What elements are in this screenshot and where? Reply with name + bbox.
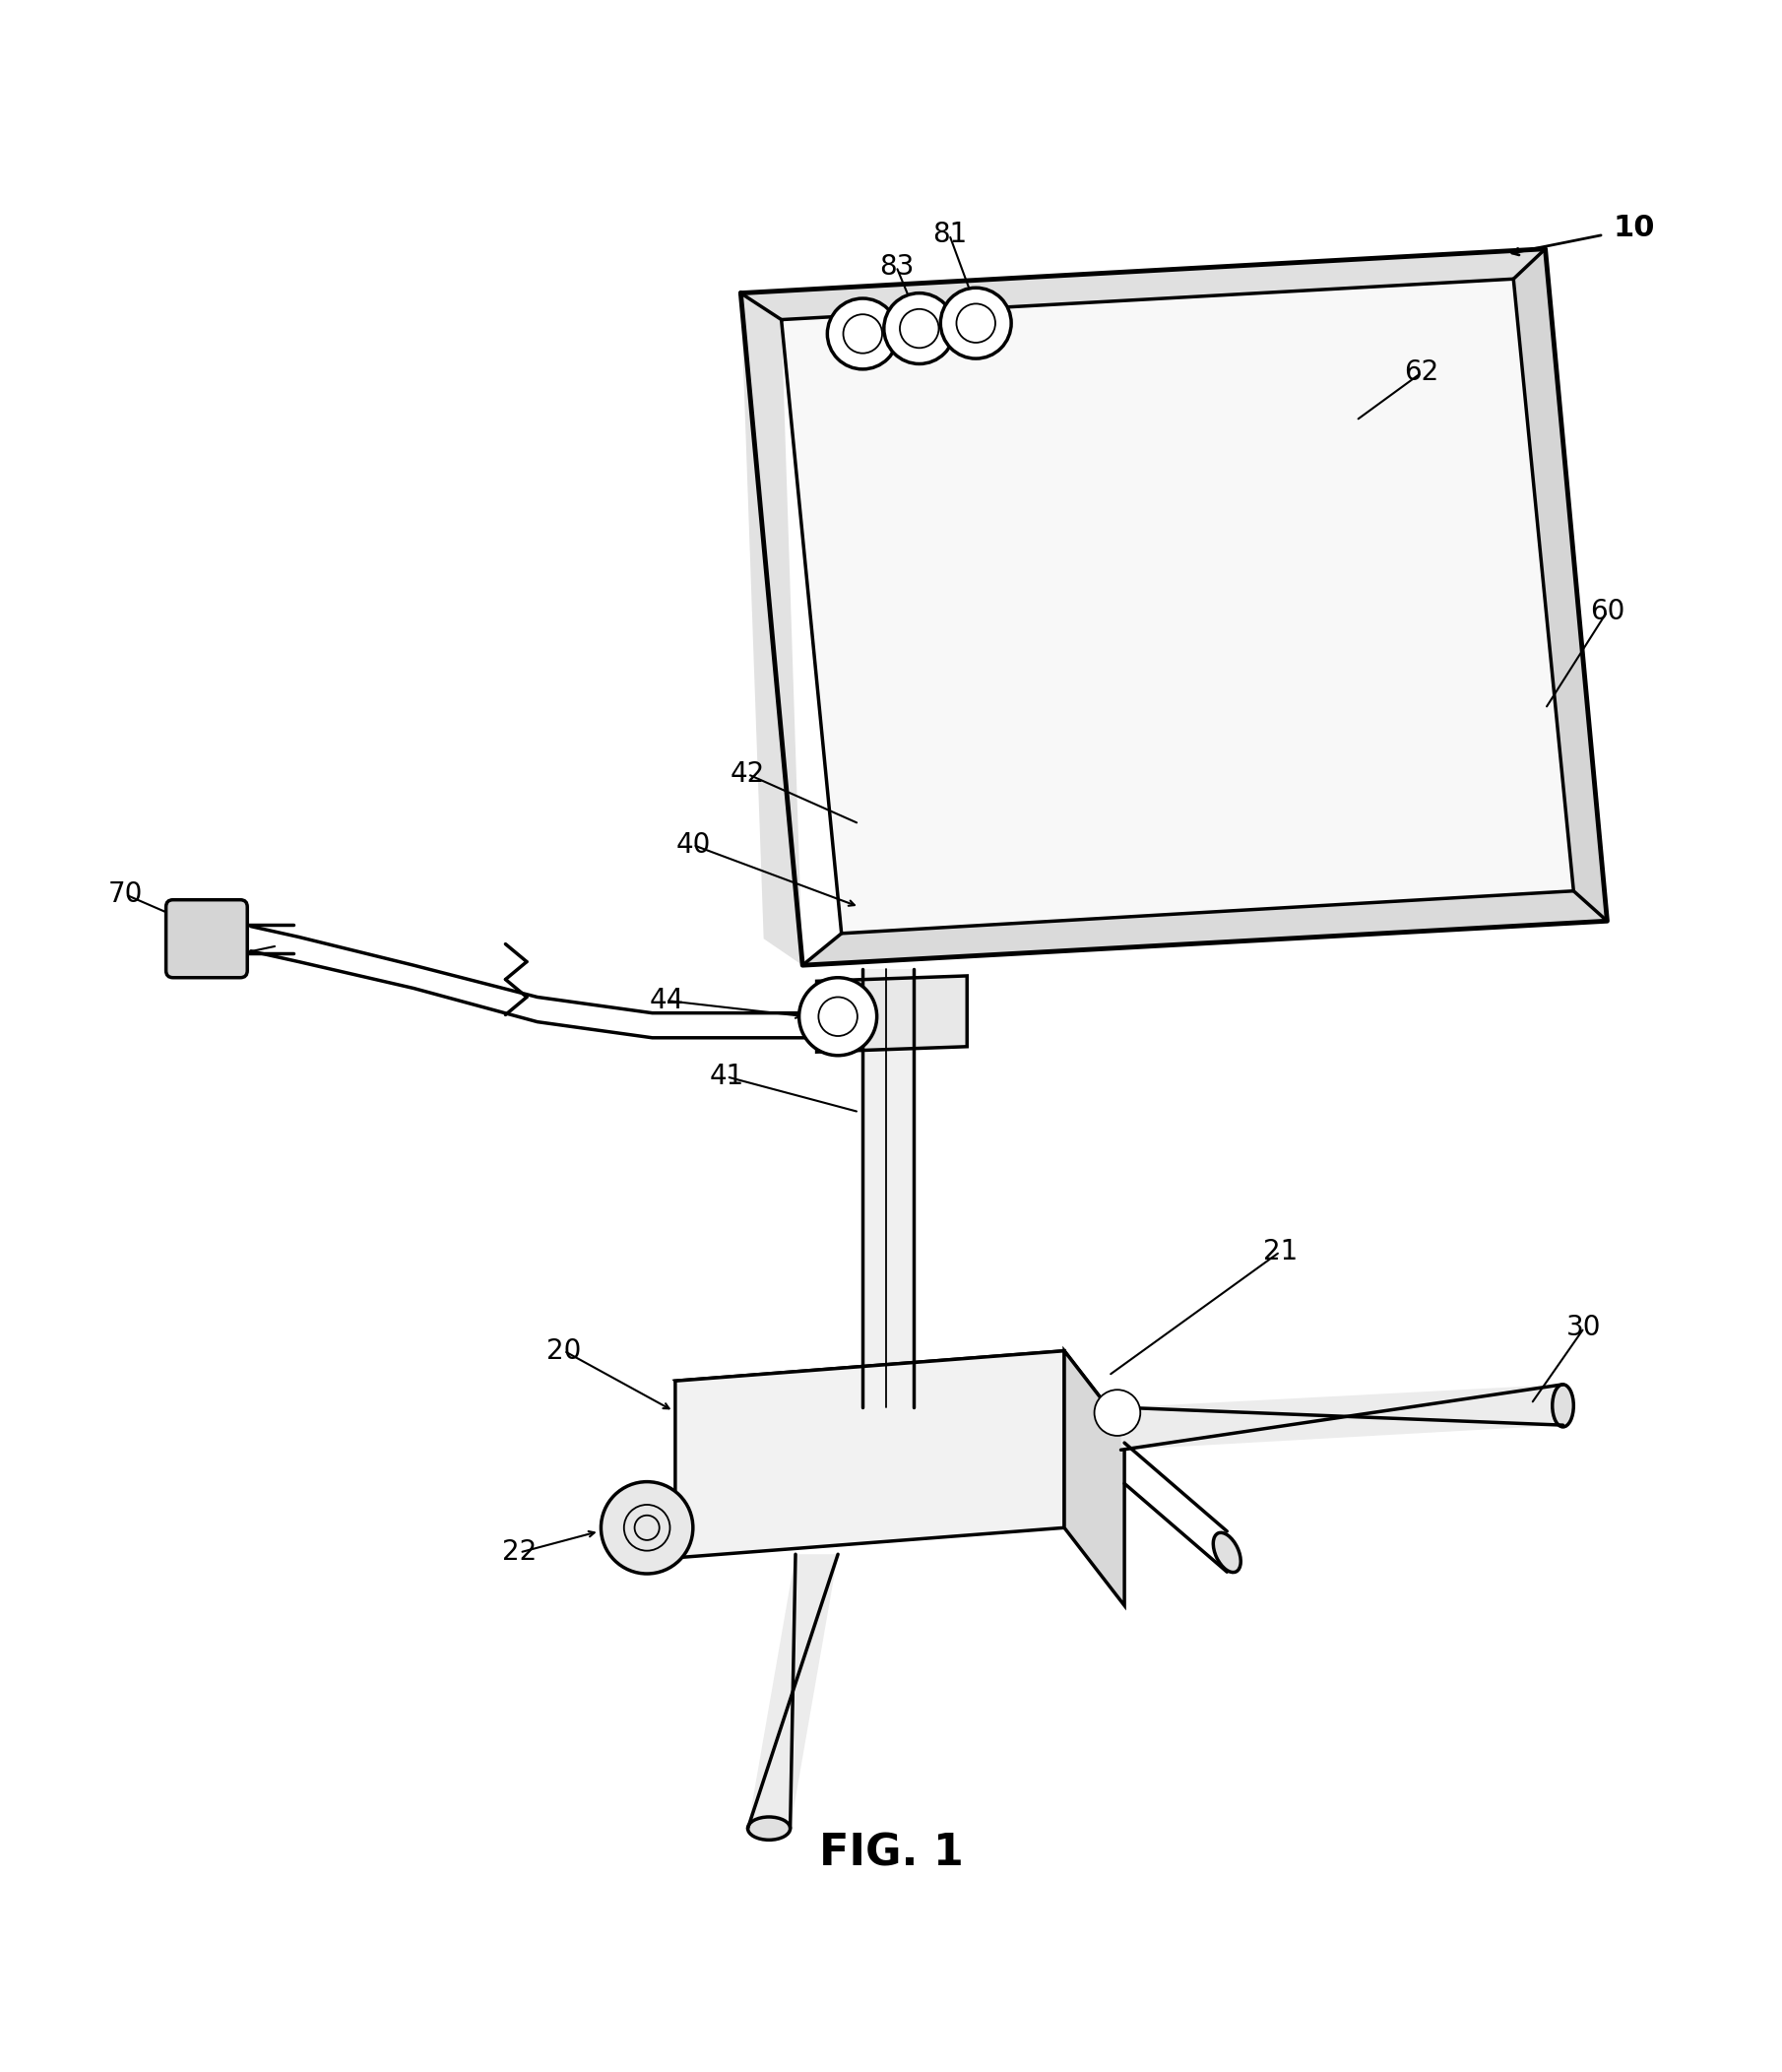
- Circle shape: [601, 1481, 693, 1575]
- Text: 62: 62: [1404, 358, 1438, 387]
- Ellipse shape: [748, 1817, 789, 1840]
- Circle shape: [1094, 1390, 1140, 1436]
- Polygon shape: [675, 1351, 1124, 1457]
- Ellipse shape: [1214, 1533, 1240, 1573]
- Circle shape: [173, 908, 237, 970]
- Text: 60: 60: [1590, 597, 1625, 626]
- Polygon shape: [748, 1554, 838, 1828]
- Polygon shape: [1121, 1384, 1563, 1450]
- Polygon shape: [1064, 1351, 1124, 1606]
- Circle shape: [884, 292, 955, 365]
- Polygon shape: [1513, 249, 1607, 922]
- Text: 83: 83: [879, 253, 914, 280]
- Circle shape: [827, 298, 898, 369]
- Polygon shape: [802, 891, 1607, 966]
- Text: 21: 21: [1263, 1237, 1297, 1266]
- FancyBboxPatch shape: [166, 899, 248, 978]
- Text: 40: 40: [675, 831, 711, 858]
- Text: 44: 44: [649, 986, 684, 1015]
- Polygon shape: [862, 970, 914, 1407]
- Ellipse shape: [1552, 1384, 1574, 1428]
- Circle shape: [798, 978, 877, 1055]
- Text: 10: 10: [1613, 213, 1655, 242]
- Text: 70: 70: [109, 881, 143, 908]
- Text: 41: 41: [709, 1063, 743, 1090]
- Text: 81: 81: [932, 222, 966, 249]
- Polygon shape: [741, 249, 1545, 319]
- Circle shape: [941, 288, 1010, 358]
- Text: 30: 30: [1566, 1314, 1602, 1343]
- Text: 80: 80: [192, 947, 228, 974]
- Text: 42: 42: [731, 760, 764, 787]
- Polygon shape: [816, 976, 968, 1053]
- Text: 20: 20: [547, 1336, 581, 1365]
- Polygon shape: [675, 1351, 1064, 1558]
- Text: 22: 22: [503, 1539, 536, 1566]
- Polygon shape: [741, 292, 802, 966]
- Polygon shape: [781, 280, 1574, 932]
- Text: FIG. 1: FIG. 1: [818, 1832, 964, 1875]
